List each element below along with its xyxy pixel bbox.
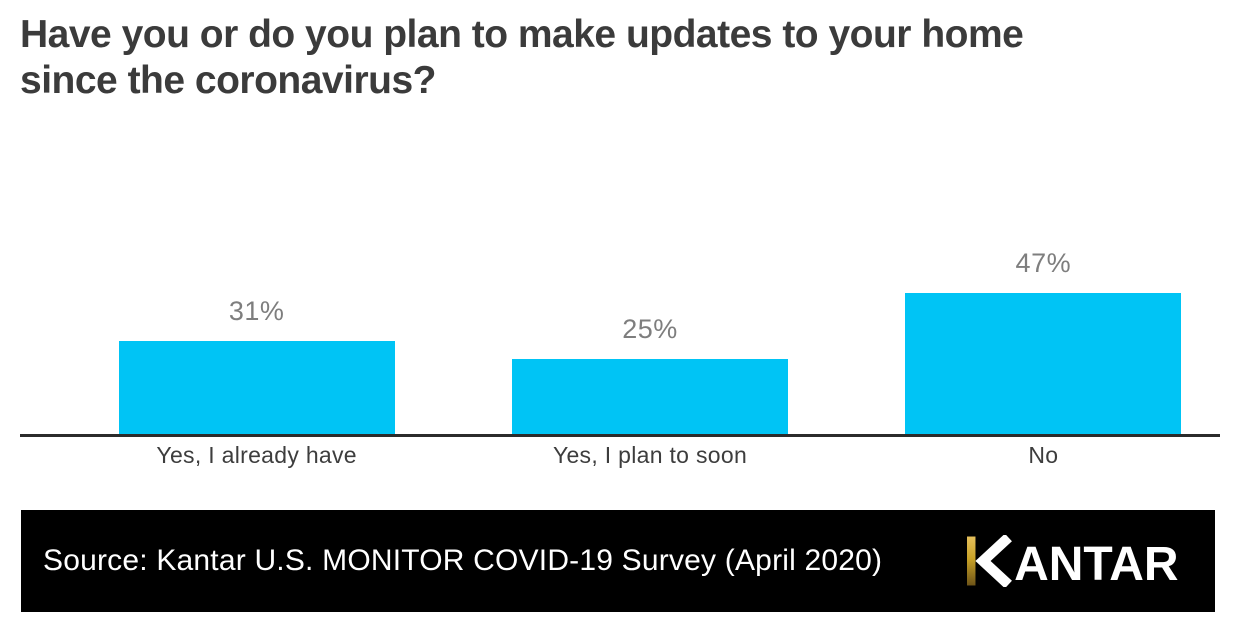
bar-value-label: 47%: [1015, 248, 1072, 278]
bar-column: 31%: [60, 296, 453, 434]
bar: [905, 293, 1182, 434]
kantar-logo-k-chevron: [975, 535, 1012, 587]
chart-title-line-1: Have you or do you plan to make updates …: [20, 13, 1024, 56]
category-label: Yes, I plan to soon: [552, 442, 748, 468]
source-text: Source: Kantar U.S. MONITOR COVID-19 Sur…: [43, 544, 883, 577]
chart-title: Have you or do you plan to make updates …: [20, 12, 1230, 104]
chart-title-line-2: since the coronavirus?: [20, 59, 436, 102]
category-label: No: [1028, 442, 1059, 468]
category-label: Yes, I already have: [156, 442, 357, 468]
bar-column: 25%: [453, 314, 846, 434]
bar-column: 47%: [847, 248, 1240, 434]
bar: [118, 341, 395, 434]
footer-bar: Source: Kantar U.S. MONITOR COVID-19 Sur…: [21, 510, 1215, 612]
x-axis-line: [20, 434, 1220, 437]
kantar-logo-gold-stem: [967, 536, 976, 586]
bar-value-label: 31%: [228, 296, 285, 326]
kantar-logo-letters: ANTAR: [1014, 538, 1178, 587]
kantar-logo: ANTAR: [967, 535, 1179, 587]
bar-value-label: 25%: [622, 314, 678, 344]
category-labels-row: Yes, I already have Yes, I plan to soon No: [60, 442, 1240, 469]
bar: [511, 359, 788, 434]
bars-row: 31% 25% 47%: [60, 248, 1240, 434]
